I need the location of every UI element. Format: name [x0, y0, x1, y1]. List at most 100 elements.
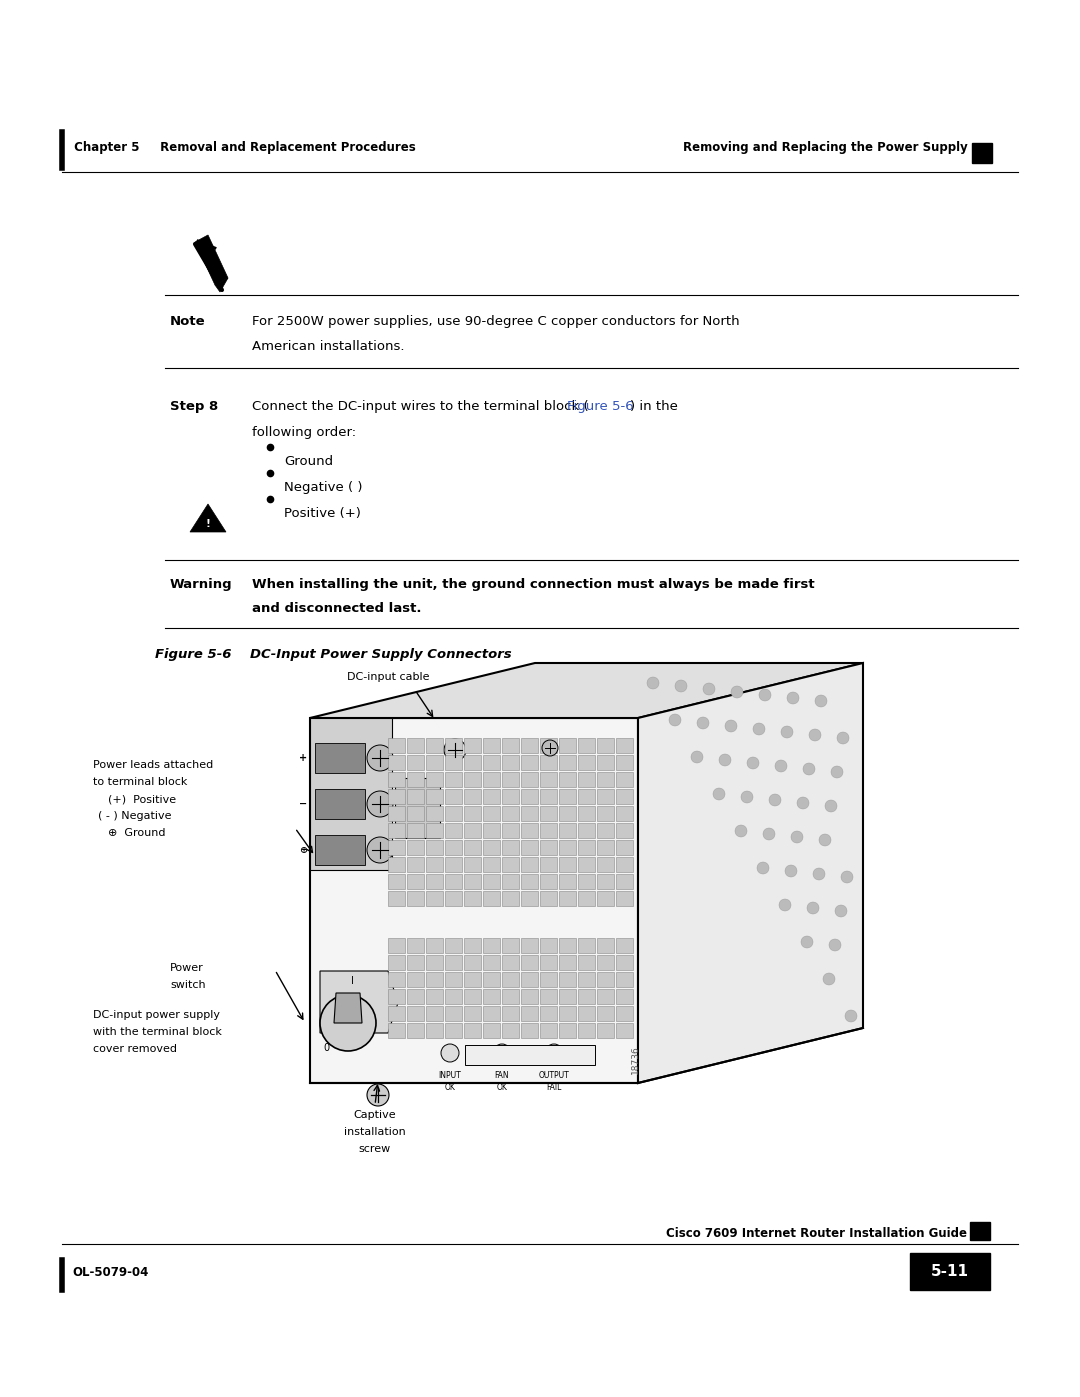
- Circle shape: [719, 754, 731, 766]
- Bar: [559, 856, 576, 872]
- Bar: [521, 937, 538, 953]
- Bar: [559, 806, 576, 821]
- Circle shape: [741, 791, 753, 803]
- Bar: [464, 989, 481, 1004]
- Bar: [407, 972, 424, 988]
- Bar: [616, 956, 633, 970]
- Bar: [426, 738, 443, 753]
- Bar: [597, 956, 615, 970]
- Circle shape: [703, 683, 715, 694]
- Bar: [445, 806, 462, 821]
- Bar: [597, 1006, 615, 1021]
- Bar: [578, 989, 595, 1004]
- Text: Figure 5-6    DC-Input Power Supply Connectors: Figure 5-6 DC-Input Power Supply Connect…: [156, 648, 512, 661]
- Bar: [388, 1023, 405, 1038]
- Bar: [426, 806, 443, 821]
- Bar: [407, 937, 424, 953]
- Text: and disconnected last.: and disconnected last.: [252, 602, 421, 615]
- Bar: [395, 778, 440, 838]
- Bar: [426, 989, 443, 1004]
- Bar: [616, 789, 633, 805]
- Bar: [464, 891, 481, 907]
- Bar: [464, 937, 481, 953]
- Bar: [426, 856, 443, 872]
- Bar: [502, 972, 519, 988]
- Bar: [464, 806, 481, 821]
- Text: ) in the: ) in the: [630, 400, 678, 414]
- Circle shape: [813, 868, 825, 880]
- Bar: [426, 1006, 443, 1021]
- Bar: [483, 738, 500, 753]
- Bar: [426, 754, 443, 770]
- Circle shape: [835, 905, 847, 916]
- Bar: [483, 937, 500, 953]
- Bar: [502, 1006, 519, 1021]
- Bar: [445, 937, 462, 953]
- Text: I: I: [351, 977, 353, 986]
- Bar: [521, 840, 538, 855]
- Bar: [426, 891, 443, 907]
- Text: Step 8: Step 8: [170, 400, 218, 414]
- Bar: [559, 840, 576, 855]
- Bar: [502, 789, 519, 805]
- Bar: [578, 789, 595, 805]
- Circle shape: [753, 724, 765, 735]
- Bar: [407, 773, 424, 787]
- Bar: [616, 773, 633, 787]
- Text: When installing the unit, the ground connection must always be made first: When installing the unit, the ground con…: [252, 578, 814, 591]
- Bar: [597, 754, 615, 770]
- Circle shape: [725, 719, 737, 732]
- Bar: [521, 1006, 538, 1021]
- Bar: [616, 806, 633, 821]
- Bar: [521, 806, 538, 821]
- Bar: [578, 1023, 595, 1038]
- Bar: [521, 773, 538, 787]
- Circle shape: [669, 714, 681, 726]
- Bar: [597, 891, 615, 907]
- Bar: [388, 738, 405, 753]
- Bar: [464, 1023, 481, 1038]
- Polygon shape: [195, 235, 228, 285]
- Circle shape: [787, 692, 799, 704]
- Bar: [388, 989, 405, 1004]
- Bar: [616, 856, 633, 872]
- Bar: [464, 789, 481, 805]
- Bar: [483, 773, 500, 787]
- Bar: [540, 806, 557, 821]
- Circle shape: [769, 793, 781, 806]
- Bar: [540, 972, 557, 988]
- Bar: [521, 738, 538, 753]
- Bar: [597, 738, 615, 753]
- Bar: [521, 856, 538, 872]
- Text: OK: OK: [445, 1083, 456, 1092]
- Bar: [616, 891, 633, 907]
- Bar: [426, 773, 443, 787]
- Text: ( - ) Negative: ( - ) Negative: [98, 812, 172, 821]
- Circle shape: [804, 763, 815, 775]
- Circle shape: [819, 834, 831, 847]
- Text: to terminal block: to terminal block: [93, 777, 187, 787]
- Bar: [407, 823, 424, 838]
- Bar: [616, 937, 633, 953]
- Bar: [559, 1006, 576, 1021]
- Text: 0: 0: [323, 1044, 329, 1053]
- Bar: [597, 773, 615, 787]
- Text: following order:: following order:: [252, 426, 356, 439]
- Text: American installations.: American installations.: [252, 339, 405, 353]
- Bar: [597, 989, 615, 1004]
- Bar: [559, 773, 576, 787]
- Text: Ground: Ground: [284, 455, 333, 468]
- Bar: [464, 738, 481, 753]
- Bar: [578, 754, 595, 770]
- Bar: [426, 937, 443, 953]
- Bar: [616, 823, 633, 838]
- Bar: [616, 1023, 633, 1038]
- Circle shape: [801, 936, 813, 949]
- Bar: [616, 738, 633, 753]
- Bar: [521, 823, 538, 838]
- Polygon shape: [320, 971, 399, 1032]
- Bar: [597, 823, 615, 838]
- Bar: [426, 1023, 443, 1038]
- Bar: [540, 789, 557, 805]
- Text: ⊕  Ground: ⊕ Ground: [108, 828, 165, 838]
